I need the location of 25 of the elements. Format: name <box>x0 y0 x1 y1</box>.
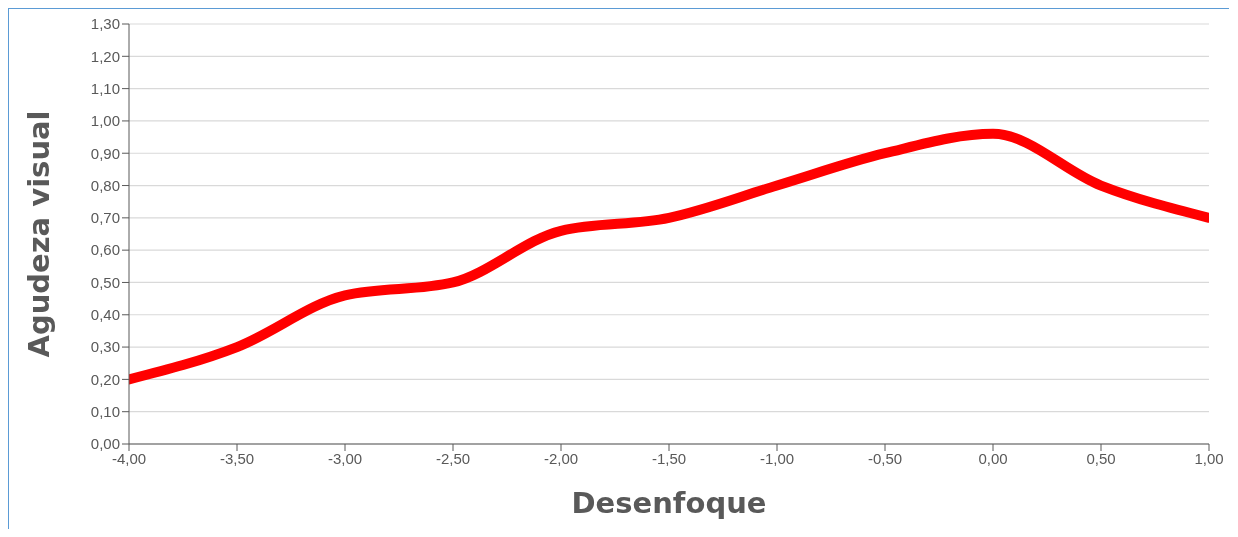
y-tick-label: 0,90 <box>90 144 120 162</box>
x-tick-label: -1,50 <box>651 449 687 467</box>
x-tick-label: -3,50 <box>219 449 255 467</box>
x-tick-label: 1,00 <box>1194 449 1224 467</box>
x-tick-label: -0,50 <box>867 449 903 467</box>
y-axis-title: Agudeza visual <box>22 110 57 358</box>
y-tick-label: 1,00 <box>90 112 120 130</box>
y-tick-label: 0,60 <box>90 241 120 259</box>
x-tick-label: -2,00 <box>543 449 579 467</box>
y-tick-label: 0,70 <box>90 209 120 227</box>
y-tick-label: 0,20 <box>90 370 120 388</box>
x-tick-label: -3,00 <box>327 449 363 467</box>
x-tick-label: -1,00 <box>759 449 795 467</box>
y-tick-label: 1,10 <box>90 79 120 97</box>
x-axis-title: Desenfoque <box>571 486 767 520</box>
x-tick-label: 0,50 <box>1086 449 1116 467</box>
y-tick-label: 0,30 <box>90 338 120 356</box>
y-tick-label: 0,10 <box>90 403 120 421</box>
y-tick-label: 1,20 <box>90 47 120 65</box>
x-tick-label: -2,50 <box>435 449 471 467</box>
x-tick-label: 0,00 <box>978 449 1008 467</box>
y-tick-label: 0,40 <box>90 306 120 324</box>
y-tick-label: 0,50 <box>90 273 120 291</box>
y-tick-label: 1,30 <box>90 15 120 33</box>
y-tick-label: 0,80 <box>90 176 120 194</box>
